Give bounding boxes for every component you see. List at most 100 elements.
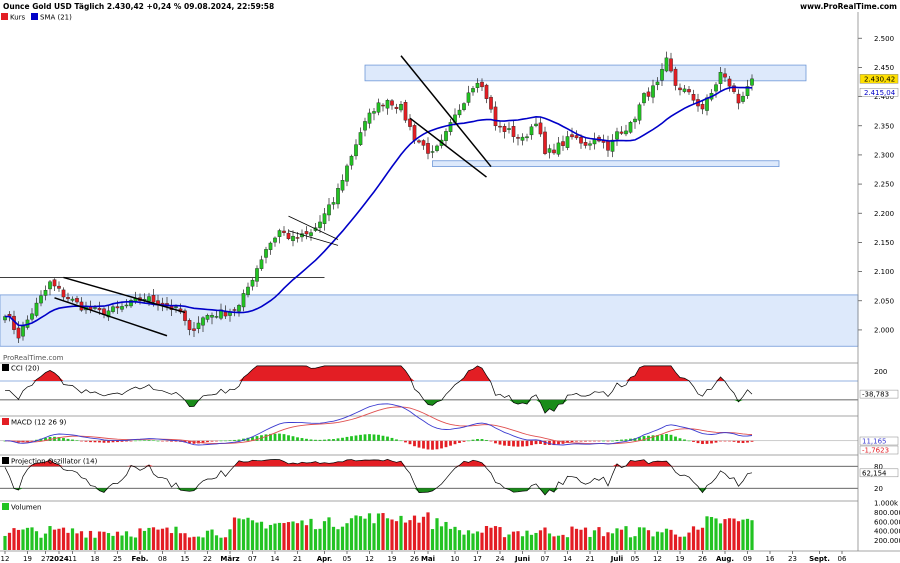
price-candle xyxy=(736,89,741,110)
macd-histogram-bar xyxy=(206,440,209,443)
x-tick-label: 06 xyxy=(838,555,847,563)
macd-histogram-bar xyxy=(552,440,556,446)
price-y-label: 2.350 xyxy=(874,122,894,130)
price-candle xyxy=(322,207,327,231)
macd-histogram-bar xyxy=(273,433,277,441)
price-y-label: 2.050 xyxy=(874,297,894,305)
macd-histogram-bar xyxy=(579,440,583,442)
volume-bar xyxy=(493,526,498,550)
volume-bar xyxy=(115,531,120,550)
volume-bar xyxy=(664,528,669,550)
volume-bar xyxy=(525,530,529,550)
price-candle xyxy=(543,126,547,156)
price-candle xyxy=(327,198,331,222)
macd-histogram-bar xyxy=(692,440,695,442)
macd-histogram-bar xyxy=(431,440,434,450)
price-candle xyxy=(493,101,498,131)
macd-histogram-bar xyxy=(516,440,520,447)
macd-histogram-bar xyxy=(399,440,403,442)
x-tick-label: 17 xyxy=(473,555,482,563)
volume-bar xyxy=(633,536,637,550)
macd-histogram-bar xyxy=(615,439,619,441)
macd-histogram-bar xyxy=(381,435,385,441)
volume-bar xyxy=(210,529,214,550)
price-candle xyxy=(588,140,592,151)
macd-histogram-bar xyxy=(278,433,281,441)
x-tick-label: 12 xyxy=(653,555,662,563)
volume-bar xyxy=(561,534,565,550)
volume-bar xyxy=(336,529,340,550)
price-candle xyxy=(498,120,502,133)
macd-histogram-bar xyxy=(489,440,493,442)
volume-bar xyxy=(642,527,646,550)
legend-projection-swatch xyxy=(2,457,9,464)
macd-histogram-bar xyxy=(332,439,335,441)
volume-bar xyxy=(543,527,547,550)
volume-bar xyxy=(669,529,673,550)
projection-oversold-fill xyxy=(5,488,752,495)
macd-histogram-bar xyxy=(161,440,164,442)
price-candle xyxy=(637,102,642,125)
volume-bar xyxy=(417,522,421,550)
macd-histogram-bar xyxy=(287,435,290,441)
x-tick-label: 23 xyxy=(788,555,797,563)
price-candle xyxy=(471,86,475,96)
pennant-line-lower xyxy=(288,230,339,246)
price-candle xyxy=(106,305,111,321)
volume-bar xyxy=(250,520,255,550)
price-candle xyxy=(399,101,403,113)
channel-line-lower xyxy=(54,297,168,337)
macd-histogram-bar xyxy=(219,440,223,442)
macd-histogram-bar xyxy=(35,439,38,441)
volume-bar xyxy=(273,523,277,550)
volume-bar xyxy=(255,522,259,550)
macd-histogram-bar xyxy=(593,440,596,442)
price-candle xyxy=(525,133,529,142)
volume-bar xyxy=(597,527,601,550)
price-candle xyxy=(687,85,691,95)
volume-bar xyxy=(484,526,489,550)
price-candle xyxy=(111,303,115,314)
price-candle xyxy=(561,135,565,151)
x-tick-label: 21 xyxy=(293,555,302,563)
x-tick-label: 15 xyxy=(181,555,190,563)
macd-histogram-bar xyxy=(377,434,380,441)
macd-histogram-bar xyxy=(467,440,470,442)
macd-histogram-bar xyxy=(710,440,713,444)
volume-bar xyxy=(655,531,660,550)
x-tick-label: 12 xyxy=(365,555,374,563)
site-url: www.ProRealTime.com xyxy=(800,2,897,11)
volume-bar xyxy=(718,523,723,550)
legend-sma: SMA (21) xyxy=(40,14,72,22)
x-tick-label: 19 xyxy=(23,555,32,563)
price-candle xyxy=(3,314,7,324)
projection-line xyxy=(4,459,753,496)
price-candle xyxy=(385,98,390,115)
legend-cci-swatch xyxy=(2,364,9,371)
volume-bar xyxy=(529,534,534,550)
price-candle xyxy=(727,76,732,92)
macd-histogram-bar xyxy=(62,438,65,441)
volume-y-label: 400.000 xyxy=(874,528,900,536)
volume-bar xyxy=(507,534,511,550)
x-tick-label: 14 xyxy=(563,555,572,563)
volume-bar xyxy=(12,528,16,550)
volume-bar xyxy=(264,528,268,550)
projection-last-label: 62,154 xyxy=(862,469,887,477)
volume-bar xyxy=(421,516,426,550)
macd-histogram-bar xyxy=(548,440,551,445)
volume-bar xyxy=(129,536,133,550)
cci-last-tag: -38,783 xyxy=(859,389,899,399)
volume-bar xyxy=(592,530,597,550)
macd-histogram-bar xyxy=(251,437,254,441)
macd-histogram-bar xyxy=(210,440,214,442)
price-candle xyxy=(417,139,421,144)
macd-histogram-bar xyxy=(44,437,47,441)
volume-bar xyxy=(376,513,381,550)
sma-value-label: 2.415,04 xyxy=(864,89,896,97)
macd-histogram-bar xyxy=(584,440,587,442)
price-candle xyxy=(318,215,322,233)
x-tick-label: März xyxy=(220,555,239,563)
macd-histogram-bar xyxy=(93,440,97,443)
volume-bar xyxy=(651,536,655,550)
